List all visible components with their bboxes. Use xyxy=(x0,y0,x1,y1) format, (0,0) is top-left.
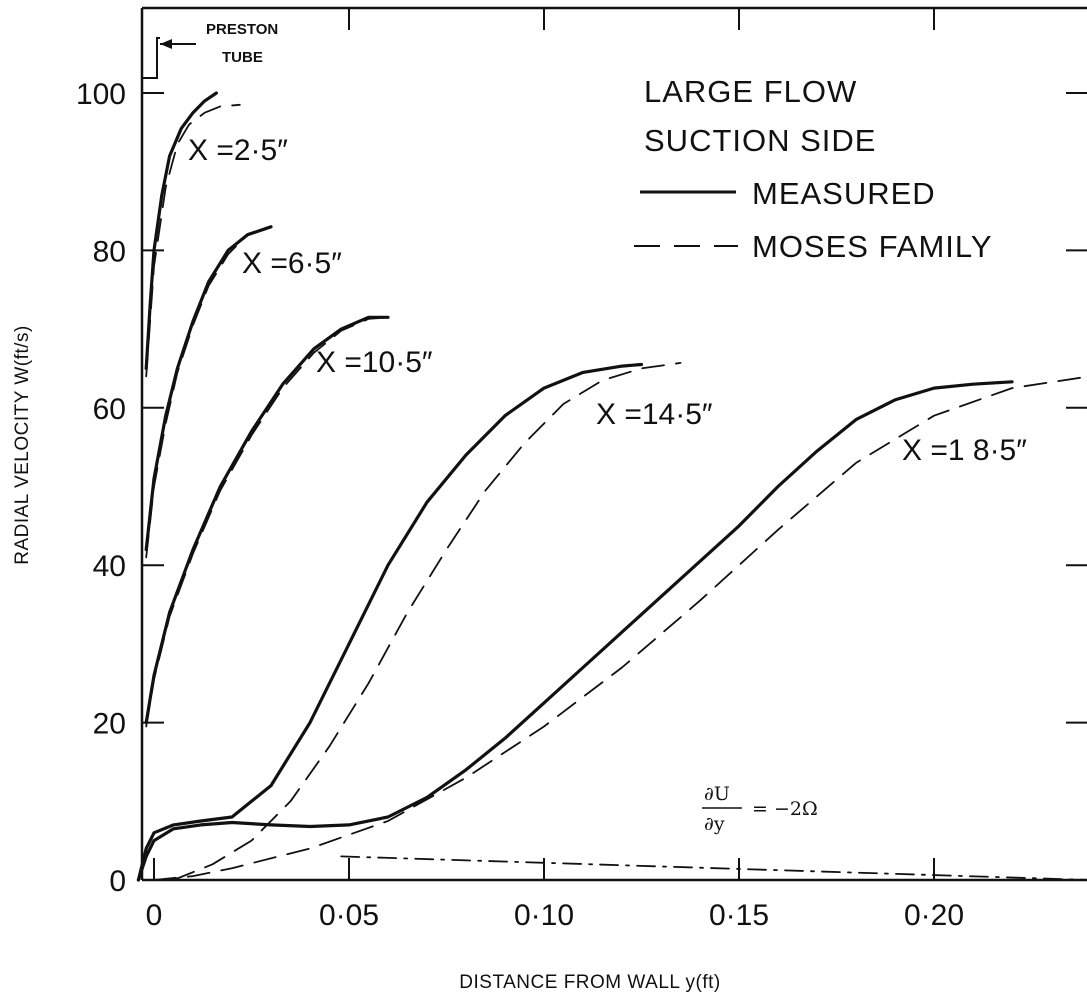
series-line-measured-x-10-5 xyxy=(144,315,390,725)
y-tick-label: 0 xyxy=(109,865,126,898)
series-line-moses-x-2-5 xyxy=(145,103,241,378)
legend-line-2: SUCTION SIDE xyxy=(644,123,876,158)
preston-tube-annotation: PRESTON TUBE xyxy=(142,21,278,79)
y-tick-label: 100 xyxy=(76,78,126,111)
x-tick-label: 0·10 xyxy=(514,899,574,932)
x-tick-label: 0·05 xyxy=(319,899,379,932)
y-tick-label: 40 xyxy=(93,550,126,583)
legend-label-measured: MEASURED xyxy=(752,176,936,211)
y-tick-label: 20 xyxy=(93,708,126,741)
x-axis-title: DISTANCE FROM WALL y(ft) xyxy=(459,972,720,993)
series-line-moses-x-10-5 xyxy=(145,316,389,728)
y-tick-label: 80 xyxy=(93,235,126,268)
curve-label-x10-5: X =10·5″ xyxy=(316,346,433,379)
curve-label-x14-5: X =14·5″ xyxy=(596,398,713,431)
y-axis-title: RADIAL VELOCITY W(ft/s) xyxy=(12,325,33,565)
gradient-annotation: ∂U ∂y = −2Ω xyxy=(702,783,818,835)
curve-label-x6-5: X =6·5″ xyxy=(242,247,342,280)
series-line-measured-x-14-5 xyxy=(136,362,644,882)
plot-frame xyxy=(140,6,1087,882)
arrow-left-icon xyxy=(160,39,172,49)
curve-label-x18-5: X =1 8·5″ xyxy=(902,434,1027,467)
gradient-denominator: ∂y xyxy=(704,813,725,835)
series-layer xyxy=(136,91,1087,882)
curve-label-x2-5: X =2·5″ xyxy=(188,134,288,167)
tick-marks xyxy=(142,8,1087,880)
y-tick-labels: 0 20 40 60 80 100 xyxy=(76,78,126,898)
gradient-numerator: ∂U xyxy=(704,783,730,805)
legend: LARGE FLOW SUCTION SIDE MEASURED MOSES F… xyxy=(634,74,993,264)
gradient-rhs: = −2Ω xyxy=(752,798,818,820)
x-tick-label: 0·15 xyxy=(709,899,769,932)
x-tick-label: 0·20 xyxy=(904,899,964,932)
series-line-measured-x-6-5 xyxy=(144,225,273,552)
legend-line-1: LARGE FLOW xyxy=(644,74,857,109)
x-tick-label: 0 xyxy=(146,899,163,932)
x-tick-labels: 0 0·05 0·10 0·15 0·20 xyxy=(146,899,964,932)
series-line-moses-x-14-5 xyxy=(172,362,682,881)
series-line-gradient-reference xyxy=(340,855,1087,881)
series-line-measured-x-18-5 xyxy=(136,380,1014,882)
preston-tube-bracket xyxy=(142,37,160,79)
preston-label-line2: TUBE xyxy=(222,49,263,66)
curve-labels: X =2·5″ X =6·5″ X =10·5″ X =14·5″ X =1 8… xyxy=(188,134,1027,467)
series-line-measured-x-2-5 xyxy=(144,91,218,370)
y-tick-label: 60 xyxy=(93,393,126,426)
legend-label-moses: MOSES FAMILY xyxy=(752,229,993,264)
preston-label-line1: PRESTON xyxy=(206,21,278,38)
series-line-moses-x-6-5 xyxy=(145,225,272,559)
